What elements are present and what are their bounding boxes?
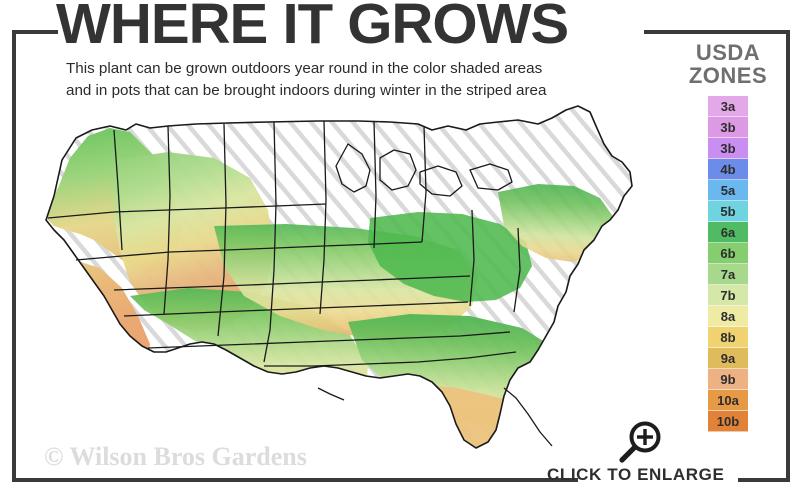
legend-swatch-zone-7b: 7b <box>708 284 748 306</box>
map-color-regions <box>46 128 614 448</box>
legend-title-line-1: USDA <box>695 40 761 65</box>
legend-swatch-zone-10b: 10b <box>708 410 748 432</box>
map-svg <box>45 105 633 449</box>
frame-border-bottom <box>12 478 578 482</box>
frame-border-bottom-right <box>738 478 790 482</box>
magnifier-plus-icon[interactable] <box>612 418 668 468</box>
frame-border-left <box>12 30 16 482</box>
legend-swatch-zone-9b: 9b <box>708 368 748 390</box>
frame-border-top-left <box>12 30 58 34</box>
legend-swatch-zone-8a: 8a <box>708 305 748 327</box>
frame-border-right <box>786 30 790 482</box>
frame-border-top-right <box>644 30 790 34</box>
usda-zones-legend: USDA ZONES 3a 3b 3b 4b 5a 5b 6a 6b 7a 7b 8a 8b 9a 9b 1… <box>674 40 782 432</box>
map-state-boundaries <box>45 105 633 449</box>
page-title: WHERE IT GROWS <box>56 0 569 56</box>
legend-title-line-2: ZONES <box>688 62 768 88</box>
legend-swatch-zone-8b: 8b <box>708 326 748 348</box>
page-subtitle: This plant can be grown outdoors year ro… <box>66 58 626 102</box>
legend-title: USDA ZONES <box>674 40 782 88</box>
legend-swatch-zone-3a: 3a <box>708 95 748 117</box>
legend-swatch-list: 3a 3b 3b 4b 5a 5b 6a 6b 7a 7b 8a 8b 9a 9b 10a 10b <box>674 95 782 432</box>
watermark-copyright: © Wilson Bros Gardens <box>44 442 307 471</box>
subtitle-line-2: and in pots that can be brought indoors … <box>66 82 547 100</box>
click-to-enlarge-label[interactable]: CLICK TO ENLARGE <box>547 465 725 484</box>
legend-swatch-zone-3b-2: 3b <box>708 137 748 159</box>
legend-swatch-zone-7a: 7a <box>708 263 748 285</box>
legend-swatch-zone-10a: 10a <box>708 389 748 411</box>
legend-swatch-zone-4b: 4b <box>708 158 748 180</box>
legend-swatch-zone-5a: 5a <box>708 179 748 201</box>
legend-swatch-zone-6a: 6a <box>708 221 748 243</box>
legend-swatch-zone-3b-1: 3b <box>708 116 748 138</box>
hardiness-zone-map[interactable] <box>18 100 678 460</box>
legend-swatch-zone-9a: 9a <box>708 347 748 369</box>
legend-swatch-zone-5b: 5b <box>708 200 748 222</box>
subtitle-line-1: This plant can be grown outdoors year ro… <box>66 60 543 77</box>
legend-swatch-zone-6b: 6b <box>708 242 748 264</box>
